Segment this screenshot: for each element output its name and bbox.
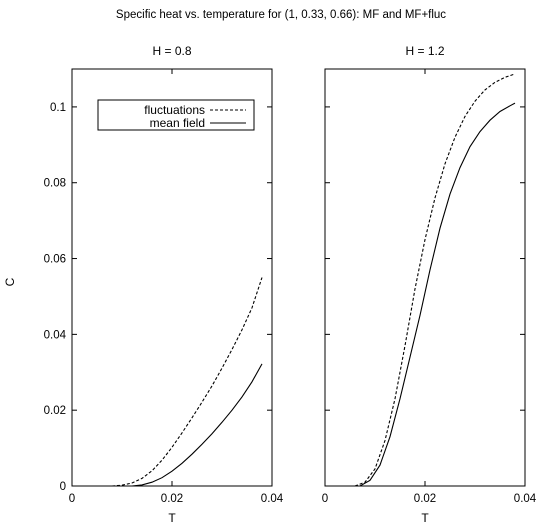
panel-title: H = 0.8 <box>152 44 191 58</box>
x-tick-label: 0.04 <box>261 493 284 505</box>
legend-label: mean field <box>150 116 205 130</box>
x-tick-label: 0.02 <box>414 493 436 505</box>
y-tick-label: 0 <box>60 481 66 493</box>
panel-1: H = 0.8 0 0.02 0.04 0 0.02 0.04 0.06 0.08 0.1 Tflu… <box>44 44 284 525</box>
x-tick-label: 0 <box>322 493 328 505</box>
plot-frame <box>324 68 526 487</box>
y-tick-label: 0.04 <box>44 329 67 341</box>
panel-title: H = 1.2 <box>405 44 444 58</box>
panel-2: H = 1.2 0 0.02 0.04 T <box>322 44 537 525</box>
series-mean-field <box>325 102 516 487</box>
plot-frame <box>71 68 273 487</box>
x-axis-label: T <box>421 511 429 525</box>
y-tick-label: 0.1 <box>50 102 66 114</box>
x-axis-label: T <box>168 511 176 525</box>
y-axis-label: C <box>3 277 17 286</box>
y-tick-label: 0.02 <box>44 405 66 417</box>
legend-label: fluctuations <box>144 103 205 117</box>
legend-box <box>97 99 255 131</box>
figure-title: Specific heat vs. temperature for (1, 0.… <box>116 9 446 21</box>
y-tick-label: 0.08 <box>44 178 66 190</box>
series-mean-field <box>72 363 263 487</box>
y-tick-label: 0.06 <box>44 254 66 266</box>
series-fluctuations <box>325 73 516 487</box>
x-tick-label: 0.04 <box>514 493 537 505</box>
x-tick-label: 0.02 <box>161 493 183 505</box>
series-fluctuations <box>72 277 263 487</box>
x-tick-label: 0 <box>69 493 75 505</box>
